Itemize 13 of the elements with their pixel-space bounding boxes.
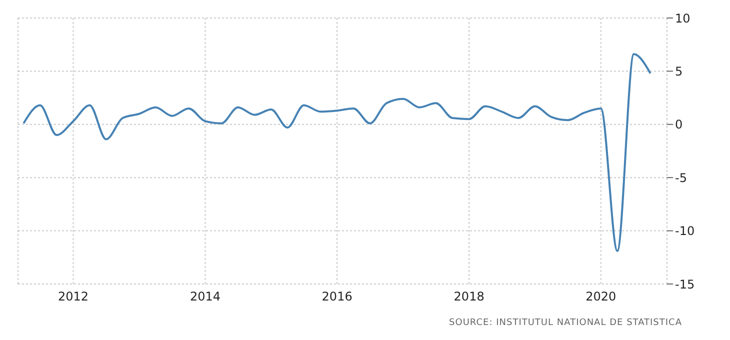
y-tick-label: 5	[675, 64, 683, 78]
x-tick-label: 2018	[454, 290, 484, 304]
x-tick-label: 2014	[190, 290, 221, 304]
x-tick-label: 2020	[586, 290, 616, 304]
y-tick-label: -15	[675, 277, 695, 292]
line-series	[22, 53, 652, 252]
y-tick-label: -5	[675, 170, 687, 185]
x-tick-label: 2016	[322, 290, 352, 304]
y-tick-label: 0	[675, 118, 683, 132]
y-tick-label: 10	[675, 11, 690, 26]
x-tick-label: 2012	[58, 290, 89, 304]
source-note: SOURCE: INSTITUTUL NATIONAL DE STATISTICA	[449, 318, 682, 328]
y-tick-label: -10	[675, 224, 695, 238]
